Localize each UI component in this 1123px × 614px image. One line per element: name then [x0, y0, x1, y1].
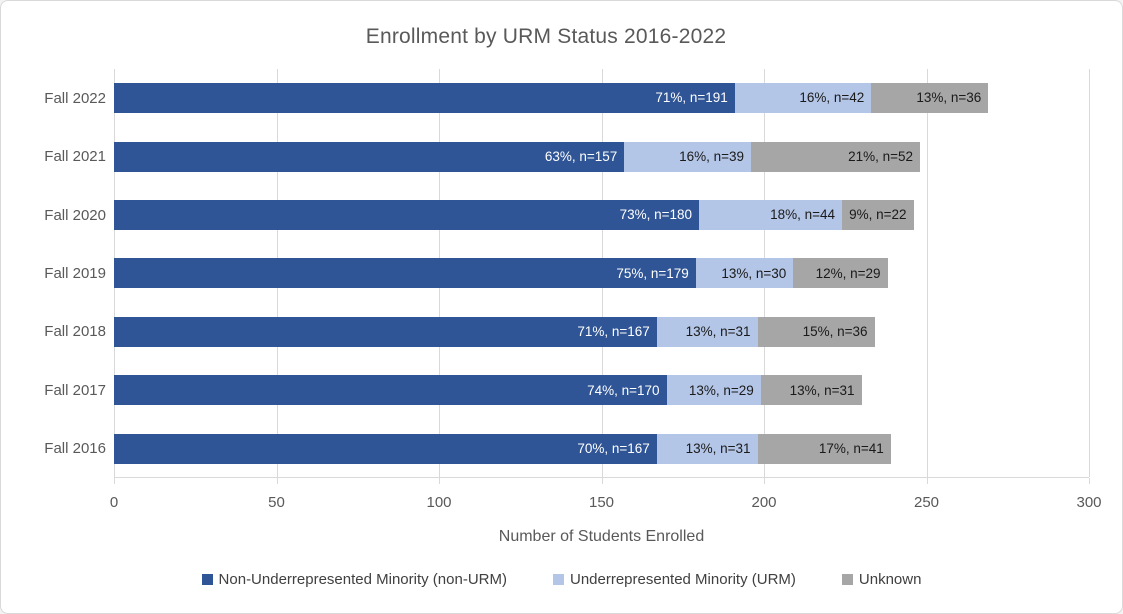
- legend-label: Underrepresented Minority (URM): [569, 571, 796, 588]
- bar-stack: 70%, n=167 13%, n=31 17%, n=41: [114, 433, 891, 464]
- plot-area: 71%, n=191 16%, n=42 13%, n=36 63%, n=157 16…: [114, 69, 1090, 478]
- segment-label: 70%, n=167: [577, 441, 650, 457]
- x-axis-tick-mark: [276, 478, 278, 484]
- bar-stack: 71%, n=167 13%, n=31 15%, n=36: [114, 316, 875, 347]
- x-axis-tick-mark: [114, 478, 115, 484]
- bar-segment-non-urm: 71%, n=191: [114, 83, 735, 114]
- y-axis-label: Fall 2017: [44, 381, 106, 399]
- segment-label: 13%, n=30: [721, 265, 787, 281]
- segment-label: 17%, n=41: [818, 441, 884, 457]
- gridline: [1089, 69, 1090, 477]
- y-axis-label: Fall 2019: [44, 264, 106, 282]
- legend-item-urm: Underrepresented Minority (URM): [552, 571, 796, 588]
- x-axis-tick-label: 250: [913, 494, 940, 511]
- bar-segment-unknown: 21%, n=52: [751, 141, 920, 172]
- bar-row: 70%, n=167 13%, n=31 17%, n=41: [114, 420, 1089, 478]
- bar-segment-unknown: 13%, n=31: [760, 375, 862, 406]
- bar-segment-unknown: 9%, n=22: [842, 200, 914, 231]
- bar-row: 71%, n=191 16%, n=42 13%, n=36: [114, 69, 1089, 127]
- bar-stack: 71%, n=191 16%, n=42 13%, n=36: [114, 83, 989, 114]
- bar-segment-urm: 16%, n=39: [624, 141, 751, 172]
- x-axis-tick-label: 0: [109, 494, 119, 511]
- x-axis-tick-mark: [1089, 478, 1090, 484]
- bar-segment-urm: 13%, n=30: [695, 258, 794, 289]
- bar-row: 75%, n=179 13%, n=30 12%, n=29: [114, 244, 1089, 302]
- x-axis-tick-label: 150: [588, 494, 615, 511]
- segment-label: 16%, n=39: [679, 148, 744, 164]
- y-axis-label: Fall 2018: [44, 323, 106, 341]
- segment-label: 18%, n=44: [770, 207, 835, 223]
- legend-swatch-icon: [201, 574, 213, 585]
- x-axis-tick-label: 200: [751, 494, 777, 511]
- y-axis-label: Fall 2020: [44, 206, 106, 224]
- bar-stack: 73%, n=180 18%, n=44 9%, n=22: [114, 200, 914, 231]
- segment-label: 74%, n=170: [587, 382, 660, 398]
- legend-label: Non-Underrepresented Minority (non-URM): [218, 571, 507, 588]
- segment-label: 13%, n=31: [685, 441, 751, 457]
- segment-label: 13%, n=31: [685, 324, 751, 340]
- x-axis-tick-label: 50: [268, 494, 285, 511]
- segment-label: 73%, n=180: [619, 207, 692, 223]
- bar-segment-non-urm: 70%, n=167: [114, 433, 657, 464]
- chart-title: Enrollment by URM Status 2016-2022: [365, 25, 727, 48]
- legend-item-non-urm: Non-Underrepresented Minority (non-URM): [201, 571, 507, 588]
- bar-segment-unknown: 17%, n=41: [757, 433, 891, 464]
- bar-segment-non-urm: 74%, n=170: [114, 375, 667, 406]
- segment-label: 13%, n=36: [916, 90, 982, 106]
- bar-row: 63%, n=157 16%, n=39 21%, n=52: [114, 127, 1089, 185]
- bar-segment-urm: 13%, n=29: [666, 375, 761, 406]
- bar-stack: 63%, n=157 16%, n=39 21%, n=52: [114, 141, 920, 172]
- x-axis-tick-label: 100: [426, 494, 452, 511]
- bar-segment-unknown: 15%, n=36: [757, 316, 875, 347]
- segment-label: 13%, n=29: [688, 382, 754, 398]
- bar-stack: 75%, n=179 13%, n=30 12%, n=29: [114, 258, 888, 289]
- segment-label: 9%, n=22: [849, 207, 907, 223]
- bar-segment-urm: 13%, n=31: [656, 433, 758, 464]
- bar-segment-unknown: 12%, n=29: [793, 258, 888, 289]
- segment-label: 63%, n=157: [544, 148, 618, 164]
- legend-swatch-icon: [552, 574, 564, 585]
- bar-segment-unknown: 13%, n=36: [871, 83, 989, 114]
- segment-label: 13%, n=31: [789, 382, 855, 398]
- x-axis-title: Number of Students Enrolled: [498, 528, 705, 545]
- segment-label: 12%, n=29: [815, 265, 881, 281]
- x-axis-tick-label: 300: [1076, 494, 1102, 511]
- x-axis-tick-mark: [601, 478, 603, 484]
- segment-label: 15%, n=36: [802, 324, 868, 340]
- bar-segment-non-urm: 73%, n=180: [114, 200, 699, 231]
- legend-item-unknown: Unknown: [841, 571, 922, 588]
- segment-label: 16%, n=42: [799, 90, 865, 106]
- x-axis-tick-mark: [439, 478, 440, 484]
- bar-segment-urm: 18%, n=44: [699, 200, 842, 231]
- segment-label: 71%, n=167: [577, 324, 650, 340]
- x-axis-tick-mark: [764, 478, 765, 484]
- bar-row: 74%, n=170 13%, n=29 13%, n=31: [114, 361, 1089, 419]
- y-axis-label: Fall 2022: [44, 89, 106, 107]
- segment-label: 71%, n=191: [655, 90, 728, 106]
- y-axis-label: Fall 2021: [44, 148, 106, 166]
- bar-segment-non-urm: 71%, n=167: [114, 316, 657, 347]
- bar-segment-urm: 16%, n=42: [734, 83, 872, 114]
- y-axis-label: Fall 2016: [44, 440, 106, 458]
- legend-label: Unknown: [858, 571, 922, 588]
- segment-label: 75%, n=179: [616, 265, 689, 281]
- gridline: [926, 69, 928, 477]
- bar-segment-non-urm: 63%, n=157: [114, 141, 625, 172]
- bar-row: 73%, n=180 18%, n=44 9%, n=22: [114, 186, 1089, 244]
- segment-label: 21%, n=52: [848, 148, 913, 164]
- legend: Non-Underrepresented Minority (non-URM) U…: [1, 571, 1122, 588]
- legend-swatch-icon: [841, 574, 853, 585]
- x-axis-tick-mark: [926, 478, 928, 484]
- bar-row: 71%, n=167 13%, n=31 15%, n=36: [114, 303, 1089, 361]
- bar-segment-urm: 13%, n=31: [656, 316, 758, 347]
- bar-stack: 74%, n=170 13%, n=29 13%, n=31: [114, 375, 862, 406]
- bar-segment-non-urm: 75%, n=179: [114, 258, 696, 289]
